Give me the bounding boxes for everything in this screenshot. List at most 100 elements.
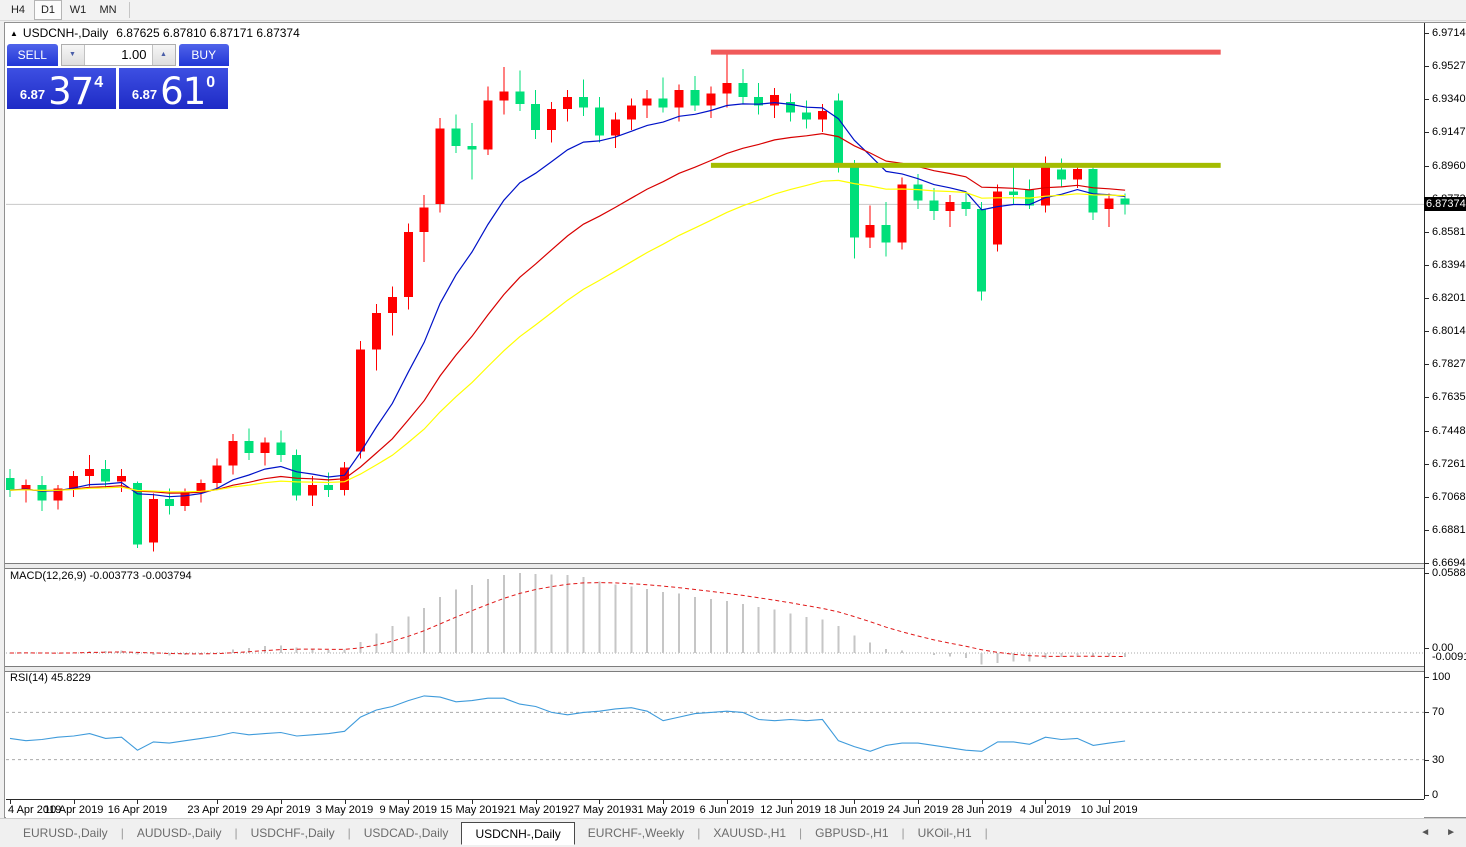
date-tick <box>280 800 282 804</box>
chart-tab-usdchf[interactable]: USDCHF-,Daily <box>250 826 335 840</box>
chart-tab-gbpusd[interactable]: GBPUSD-,H1 <box>815 826 889 840</box>
volume-input[interactable]: 1.00 <box>83 45 153 65</box>
sell-price-pip: 4 <box>94 74 104 91</box>
axis-tick <box>1425 33 1429 34</box>
symbol-marker-icon: ▲ <box>10 28 18 38</box>
ma-line-fast <box>9 101 1126 498</box>
date-tick <box>535 800 537 804</box>
candle <box>244 428 254 461</box>
chart-tab-eurchf[interactable]: EURCHF-,Weekly <box>587 826 685 840</box>
price-axis-label: 6.89605 <box>1432 159 1466 172</box>
date-axis-label: 31 May 2019 <box>631 804 695 816</box>
candle <box>881 202 891 257</box>
buy-price-button[interactable]: 6.87 61 0 <box>119 68 228 113</box>
chart-tab-audusd[interactable]: AUDUSD-,Daily <box>136 826 222 840</box>
tabs-scroll-right-icon[interactable]: ► <box>1446 827 1456 838</box>
candle <box>913 174 923 210</box>
tab-separator: | <box>347 826 351 840</box>
candle <box>594 96 604 143</box>
axis-tick <box>1425 264 1429 266</box>
candle <box>1104 193 1114 227</box>
timeframe-button-w1[interactable]: W1 <box>69 4 87 16</box>
date-axis-label: 6 Jun 2019 <box>699 804 755 816</box>
sell-price-button[interactable]: 6.87 37 4 <box>7 68 116 110</box>
candle <box>722 51 732 108</box>
candle <box>547 102 557 143</box>
chart-title: ▲ USDCNH-,Daily 6.87625 6.87810 6.87171 … <box>10 26 300 40</box>
price-axis-label: 6.72610 <box>1432 457 1466 470</box>
volume-spinner: ▼ 1.00 ▲ <box>60 44 176 66</box>
date-axis[interactable]: 4 Apr 2019 10 Apr 2019 16 Apr 2019 23 Apr 2… <box>6 799 1424 818</box>
macd-signal-line <box>9 582 1126 657</box>
price-axis-label: 6.68815 <box>1432 523 1466 536</box>
axis-tick <box>1425 66 1429 68</box>
price-axis-label: 6.85810 <box>1432 225 1466 238</box>
panel-divider[interactable] <box>5 666 1466 672</box>
price-axis-label: 6.82015 <box>1432 292 1466 304</box>
chart-tab-eurusd[interactable]: EURUSD-,Daily <box>23 826 108 840</box>
date-tick <box>726 800 728 804</box>
candle <box>531 89 541 140</box>
candle <box>961 191 971 217</box>
rsi-axis-label: 70 <box>1432 706 1445 719</box>
date-tick <box>10 800 11 804</box>
chart-tab-ukoil[interactable]: UKOil-,H1 <box>917 826 972 840</box>
candle <box>1120 193 1130 215</box>
buy-button[interactable]: BUY <box>178 44 229 66</box>
date-axis-label: 9 May 2019 <box>379 804 437 816</box>
axis-tick <box>1425 712 1429 714</box>
price-axis-label: 6.70685 <box>1432 490 1466 503</box>
candle <box>706 86 716 118</box>
rsi-axis-label: 100 <box>1432 671 1451 683</box>
candle <box>929 188 939 220</box>
axis-tick <box>1425 677 1429 678</box>
candle <box>977 202 987 301</box>
tabs-scroll-left-icon[interactable]: ◄ <box>1420 827 1431 838</box>
support-trendline[interactable] <box>710 162 1221 168</box>
date-tick <box>137 800 139 804</box>
buy-price-pip: 0 <box>206 74 216 91</box>
date-tick <box>599 800 601 804</box>
one-click-trading-panel: SELL ▼ 1.00 ▲ BUY 6.87 37 4 6.87 61 0 <box>7 44 229 113</box>
date-axis-label: 23 Apr 2019 <box>187 804 247 816</box>
date-tick <box>471 800 473 804</box>
date-tick <box>217 800 219 804</box>
main-chart-canvas[interactable] <box>6 23 1424 563</box>
resistance-trendline[interactable] <box>710 49 1221 55</box>
candle <box>690 75 700 111</box>
tab-separator: | <box>234 826 238 840</box>
timeframe-button-d1[interactable]: D1 <box>34 0 62 20</box>
rsi-panel-canvas[interactable] <box>6 670 1424 799</box>
chart-tab-usdcnh[interactable]: USDCNH-,Daily <box>461 822 575 845</box>
candle <box>117 469 127 492</box>
candle <box>435 117 445 213</box>
candle <box>419 195 429 262</box>
axis-tick <box>1425 364 1429 366</box>
axis-tick <box>1425 430 1429 432</box>
date-tick <box>790 800 792 804</box>
timeframe-button-mn[interactable]: MN <box>99 4 117 16</box>
tab-separator: | <box>697 826 701 840</box>
price-axis-label: 6.83940 <box>1432 258 1466 271</box>
tabs-scroll-buttons: ◄ ► <box>1420 827 1456 838</box>
axis-tick <box>1425 759 1429 761</box>
date-tick <box>1109 800 1111 804</box>
axis-tick <box>1425 132 1429 134</box>
buy-price-main: 61 <box>160 70 206 113</box>
macd-panel-canvas[interactable] <box>6 567 1424 666</box>
chart-tab-xauusd[interactable]: XAUUSD-,H1 <box>713 826 787 840</box>
volume-decrease-icon[interactable]: ▼ <box>61 45 84 65</box>
volume-increase-icon[interactable]: ▲ <box>152 45 175 65</box>
axis-tick <box>1425 795 1429 796</box>
date-tick <box>663 800 665 804</box>
rsi-axis-label: 30 <box>1432 753 1445 766</box>
macd-axis-max: 0.058851 <box>1432 567 1466 579</box>
panel-divider[interactable] <box>5 563 1466 569</box>
sell-button[interactable]: SELL <box>7 44 58 66</box>
chart-tab-usdcad[interactable]: USDCAD-,Daily <box>363 826 449 840</box>
candle <box>738 68 748 104</box>
timeframe-button-h4[interactable]: H4 <box>10 4 26 16</box>
buy-price-prefix: 6.87 <box>131 87 158 102</box>
price-axis[interactable]: 6.971406.952706.934006.914756.896056.877… <box>1424 23 1466 801</box>
candle <box>658 77 668 113</box>
